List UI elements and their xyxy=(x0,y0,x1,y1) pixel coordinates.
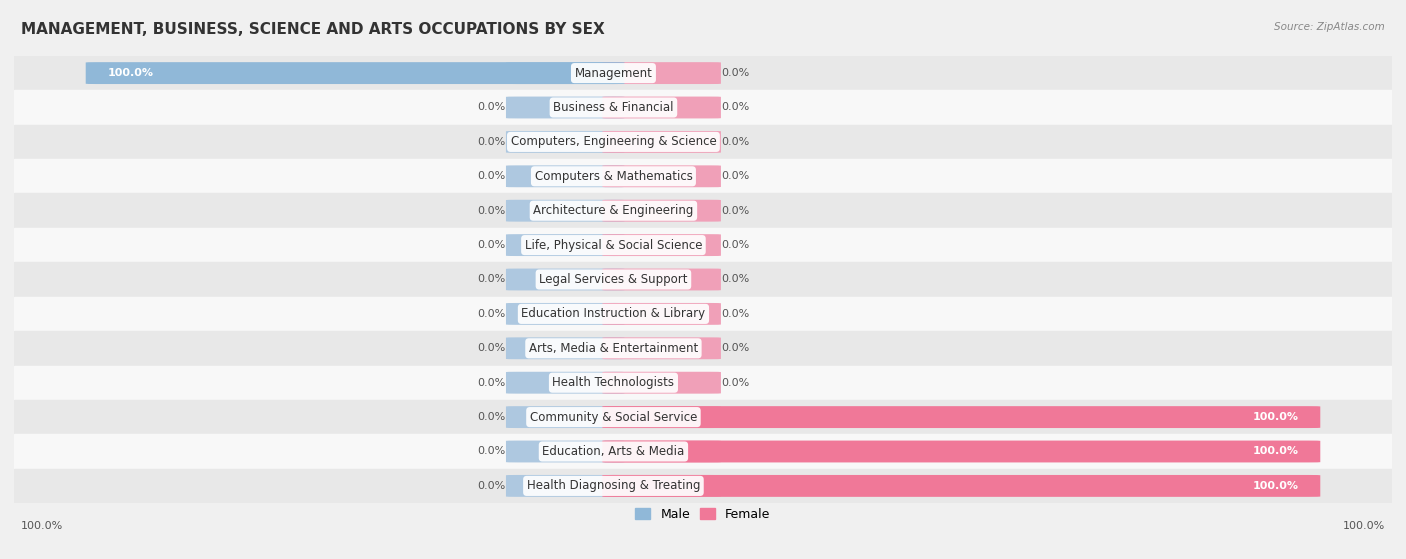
FancyBboxPatch shape xyxy=(506,406,624,428)
Text: 0.0%: 0.0% xyxy=(478,206,506,216)
FancyBboxPatch shape xyxy=(602,97,721,119)
FancyBboxPatch shape xyxy=(602,338,721,359)
Text: 0.0%: 0.0% xyxy=(721,274,749,285)
Bar xyxy=(14,56,1392,91)
FancyBboxPatch shape xyxy=(602,475,1320,497)
FancyBboxPatch shape xyxy=(506,97,624,119)
Bar xyxy=(14,400,1392,434)
Bar xyxy=(14,331,1392,366)
FancyBboxPatch shape xyxy=(602,475,721,497)
FancyBboxPatch shape xyxy=(602,131,721,153)
Text: 0.0%: 0.0% xyxy=(721,343,749,353)
Text: Legal Services & Support: Legal Services & Support xyxy=(538,273,688,286)
FancyBboxPatch shape xyxy=(506,62,624,84)
Text: 100.0%: 100.0% xyxy=(21,521,63,531)
Text: 100.0%: 100.0% xyxy=(1253,447,1298,457)
FancyBboxPatch shape xyxy=(506,475,624,497)
FancyBboxPatch shape xyxy=(86,62,624,84)
FancyBboxPatch shape xyxy=(602,406,721,428)
FancyBboxPatch shape xyxy=(506,165,624,187)
FancyBboxPatch shape xyxy=(506,234,624,256)
FancyBboxPatch shape xyxy=(602,303,721,325)
Bar xyxy=(14,91,1392,125)
Text: 0.0%: 0.0% xyxy=(721,206,749,216)
FancyBboxPatch shape xyxy=(506,372,624,394)
Bar xyxy=(14,297,1392,331)
Text: 0.0%: 0.0% xyxy=(721,68,749,78)
Text: 100.0%: 100.0% xyxy=(1343,521,1385,531)
FancyBboxPatch shape xyxy=(602,406,1320,428)
Text: 0.0%: 0.0% xyxy=(721,378,749,388)
Bar xyxy=(14,262,1392,297)
FancyBboxPatch shape xyxy=(506,200,624,221)
Text: 0.0%: 0.0% xyxy=(478,481,506,491)
Bar xyxy=(14,468,1392,503)
Text: 0.0%: 0.0% xyxy=(478,447,506,457)
FancyBboxPatch shape xyxy=(506,131,624,153)
Text: 0.0%: 0.0% xyxy=(478,137,506,147)
FancyBboxPatch shape xyxy=(602,268,721,291)
Text: Management: Management xyxy=(575,67,652,79)
Text: Education Instruction & Library: Education Instruction & Library xyxy=(522,307,706,320)
Text: 0.0%: 0.0% xyxy=(478,343,506,353)
Text: Arts, Media & Entertainment: Arts, Media & Entertainment xyxy=(529,342,697,355)
Text: 100.0%: 100.0% xyxy=(1253,412,1298,422)
Text: Community & Social Service: Community & Social Service xyxy=(530,411,697,424)
Text: 0.0%: 0.0% xyxy=(478,412,506,422)
FancyBboxPatch shape xyxy=(602,234,721,256)
FancyBboxPatch shape xyxy=(602,200,721,221)
Bar xyxy=(14,228,1392,262)
FancyBboxPatch shape xyxy=(602,165,721,187)
FancyBboxPatch shape xyxy=(602,440,721,462)
Text: Health Technologists: Health Technologists xyxy=(553,376,675,389)
FancyBboxPatch shape xyxy=(602,440,1320,462)
Bar xyxy=(14,159,1392,193)
Text: 100.0%: 100.0% xyxy=(108,68,153,78)
Text: Computers, Engineering & Science: Computers, Engineering & Science xyxy=(510,135,716,148)
Text: Architecture & Engineering: Architecture & Engineering xyxy=(533,204,693,217)
Text: Computers & Mathematics: Computers & Mathematics xyxy=(534,170,692,183)
FancyBboxPatch shape xyxy=(602,62,721,84)
Text: MANAGEMENT, BUSINESS, SCIENCE AND ARTS OCCUPATIONS BY SEX: MANAGEMENT, BUSINESS, SCIENCE AND ARTS O… xyxy=(21,22,605,37)
Text: 0.0%: 0.0% xyxy=(721,102,749,112)
FancyBboxPatch shape xyxy=(506,440,624,462)
Text: 0.0%: 0.0% xyxy=(721,171,749,181)
FancyBboxPatch shape xyxy=(602,372,721,394)
Bar xyxy=(14,434,1392,468)
Text: 0.0%: 0.0% xyxy=(478,309,506,319)
Text: Life, Physical & Social Science: Life, Physical & Social Science xyxy=(524,239,702,252)
Legend: Male, Female: Male, Female xyxy=(630,503,776,526)
Text: 0.0%: 0.0% xyxy=(721,240,749,250)
Text: 0.0%: 0.0% xyxy=(721,309,749,319)
Text: 0.0%: 0.0% xyxy=(721,137,749,147)
Text: Business & Financial: Business & Financial xyxy=(553,101,673,114)
Text: 0.0%: 0.0% xyxy=(478,274,506,285)
Text: Health Diagnosing & Treating: Health Diagnosing & Treating xyxy=(527,480,700,492)
Bar xyxy=(14,125,1392,159)
FancyBboxPatch shape xyxy=(506,303,624,325)
FancyBboxPatch shape xyxy=(506,268,624,291)
Text: 100.0%: 100.0% xyxy=(1253,481,1298,491)
Text: 0.0%: 0.0% xyxy=(478,171,506,181)
Bar xyxy=(14,193,1392,228)
Text: Education, Arts & Media: Education, Arts & Media xyxy=(543,445,685,458)
Text: 0.0%: 0.0% xyxy=(478,240,506,250)
Text: 0.0%: 0.0% xyxy=(478,378,506,388)
Bar xyxy=(14,366,1392,400)
Text: Source: ZipAtlas.com: Source: ZipAtlas.com xyxy=(1274,22,1385,32)
Text: 0.0%: 0.0% xyxy=(478,102,506,112)
FancyBboxPatch shape xyxy=(506,338,624,359)
